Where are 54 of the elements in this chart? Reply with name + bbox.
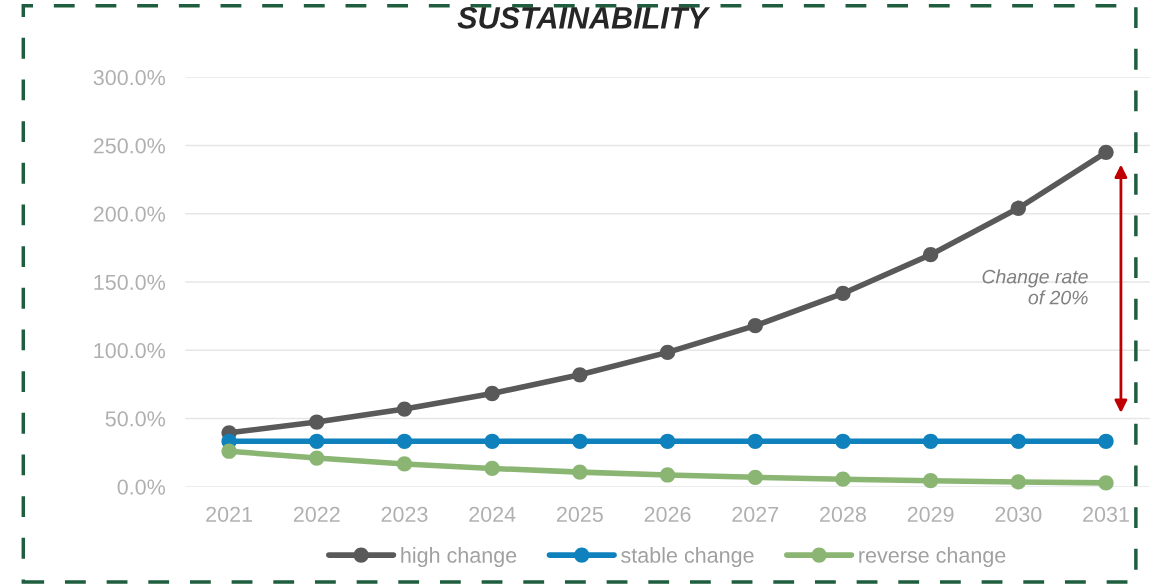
x-tick-label: 2021: [206, 506, 252, 522]
point: [922, 247, 939, 263]
point: [659, 344, 676, 361]
annotation: Change rate of 20%: [982, 269, 1088, 305]
point: [309, 433, 325, 449]
point: [572, 367, 588, 383]
point: [835, 285, 851, 302]
point: [922, 473, 939, 489]
point: [1010, 474, 1026, 490]
point: [835, 433, 851, 449]
y-tick-label: 0.0%: [117, 479, 166, 495]
point: [659, 467, 676, 483]
point: [572, 433, 588, 449]
legend-label: reverse change: [859, 547, 1006, 568]
point: [1098, 475, 1114, 491]
point: [747, 318, 763, 334]
point: [309, 450, 325, 466]
point: [221, 443, 237, 459]
point: [659, 433, 676, 449]
point: [747, 433, 763, 449]
y-tick-label: 200.0%: [93, 206, 166, 222]
x-tick-label: 2028: [820, 506, 866, 522]
point: [484, 385, 500, 402]
x-tick-label: 2023: [381, 506, 428, 522]
x-tick-label: 2031: [1083, 506, 1129, 522]
point: [572, 464, 588, 480]
point: [1098, 433, 1114, 449]
point: [1098, 144, 1114, 160]
point: [309, 414, 325, 430]
point: [922, 433, 939, 449]
point: [396, 401, 413, 417]
legend-label: stable change: [621, 547, 754, 568]
point: [396, 456, 413, 472]
y-tick-label: 100.0%: [94, 342, 166, 359]
point: [835, 471, 851, 487]
point: [747, 469, 763, 485]
point: [396, 433, 413, 449]
x-tick-label: 2024: [469, 506, 516, 522]
x-tick-label: 2030: [995, 506, 1042, 522]
x-tick-label: 2029: [907, 506, 954, 522]
x-tick-label: 2026: [644, 506, 691, 522]
chart-title: SUSTAINABILITY: [457, 7, 711, 29]
y-tick-label: 150.0%: [94, 274, 166, 290]
x-tick-label: 2025: [556, 506, 603, 522]
y-tick-label: 250.0%: [93, 138, 166, 154]
x-tick-label: 2027: [732, 506, 779, 522]
point: [484, 433, 500, 449]
legend-label: high change: [401, 547, 517, 568]
x-tick-label: 2022: [293, 506, 340, 522]
point: [484, 460, 500, 477]
y-tick-label: 300.0%: [93, 69, 166, 86]
point: [1010, 200, 1026, 216]
point: [1010, 433, 1026, 449]
y-tick-label: 50.0%: [105, 411, 166, 427]
